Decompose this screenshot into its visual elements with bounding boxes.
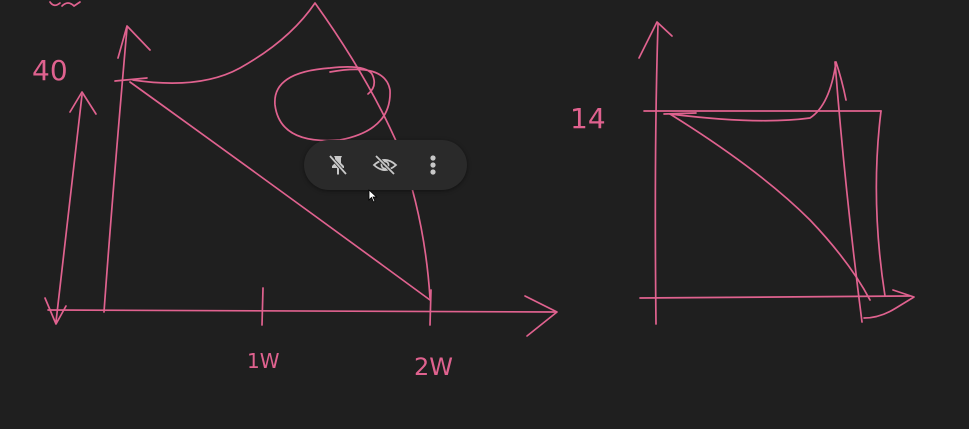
ink-stroke-arrowhead (117, 25, 151, 59)
ink-stroke-tick (429, 289, 432, 326)
ink-stroke-arrowhead (69, 91, 97, 115)
unpin-icon (326, 153, 350, 177)
ink-stroke-tick (663, 112, 697, 115)
ink-stroke-curve (132, 2, 431, 299)
ink-stroke-circle (274, 66, 391, 142)
floating-toolbar (304, 140, 467, 190)
ink-stroke-axis (654, 23, 659, 325)
ink-stroke-arrowhead (638, 21, 673, 59)
ink-stroke-arrowhead (44, 297, 67, 325)
ink-stroke-arrowhead (863, 289, 915, 319)
ink-stroke-arrowhead (524, 295, 558, 337)
ink-stroke-axis (639, 295, 911, 299)
y-value-label-left: 40 (32, 54, 68, 87)
ink-stroke-axis (47, 309, 556, 313)
more-vertical-icon (428, 153, 438, 177)
ink-stroke-diagonal (129, 81, 431, 301)
ink-stroke-tick (114, 77, 148, 82)
visibility-off-icon (372, 153, 398, 177)
ink-stroke-cutoff-text (49, 1, 81, 7)
unpin-button[interactable] (320, 147, 356, 183)
ink-stroke-tick (261, 287, 264, 326)
ink-stroke-curve (669, 61, 847, 122)
ink-stroke-curve (669, 113, 871, 301)
ink-stroke-axis (103, 27, 128, 313)
x-tick-label-2w: 2W (414, 353, 453, 381)
x-tick-label-1w: 1W (247, 349, 280, 373)
mouse-pointer-icon (368, 188, 378, 207)
ink-stroke-line (834, 61, 863, 323)
hide-button[interactable] (367, 147, 403, 183)
more-options-button[interactable] (415, 147, 451, 183)
ink-stroke-axis (55, 94, 83, 323)
ink-stroke-line (875, 110, 886, 297)
y-value-label-right: 14 (570, 102, 606, 135)
